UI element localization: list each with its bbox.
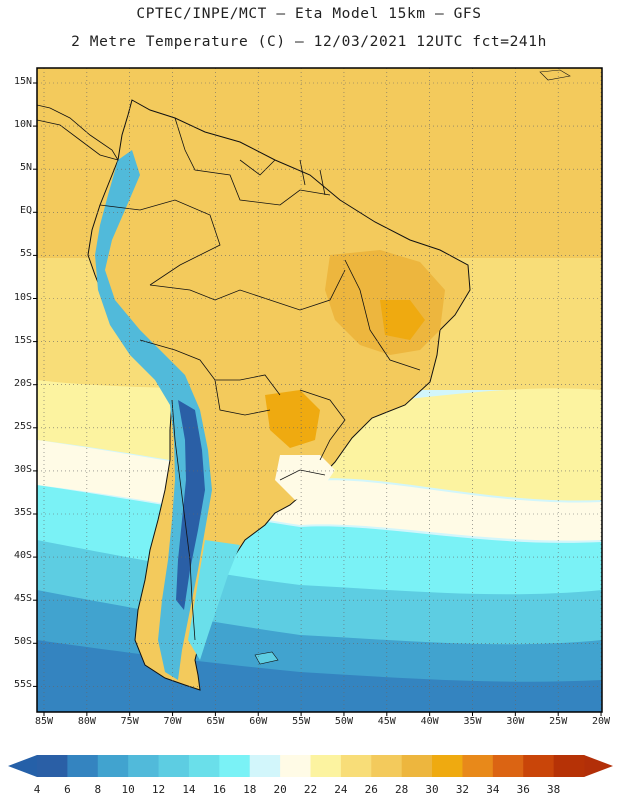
longitude-label: 60W: [249, 716, 268, 727]
longitude-label: 45W: [377, 716, 396, 727]
colorbar-label: 10: [121, 783, 135, 796]
colorbar-swatch: [371, 755, 403, 777]
colorbar-label: 18: [243, 783, 257, 796]
country-borders: [99, 117, 421, 641]
latitude-label: 20S: [13, 377, 32, 389]
colorbar-swatch: [158, 755, 190, 777]
latitude-label: 30S: [13, 463, 32, 475]
latitude-label: 40S: [13, 550, 32, 562]
map-fields: [37, 68, 602, 712]
chart-title-line1: CPTEC/INPE/MCT — Eta Model 15km — GFS: [136, 6, 482, 22]
colorbar-label: 16: [212, 783, 226, 796]
longitude-label: 20W: [592, 716, 611, 727]
latitude-label: 10N: [13, 119, 32, 131]
axis-ticks: [33, 82, 602, 716]
colorbar-label: 6: [64, 783, 71, 796]
colorbar-swatch: [249, 755, 281, 777]
colorbar-label: 34: [486, 783, 500, 796]
colorbar-label: 4: [33, 783, 41, 796]
colorbar-label: 8: [94, 783, 102, 796]
longitude-label: 80W: [77, 716, 96, 727]
latitude-label: 45S: [13, 593, 32, 605]
latitude-label: 25S: [13, 420, 32, 432]
colorbar-label: 12: [151, 783, 166, 796]
latitude-label: 15S: [13, 334, 32, 346]
colorbar-swatch: [280, 755, 311, 777]
latitude-label: 50S: [13, 636, 32, 648]
colorbar-swatch: [310, 755, 342, 777]
longitude-label: 35W: [463, 716, 482, 727]
colorbar-swatch: [523, 755, 555, 777]
colorbar-swatch: [401, 755, 433, 777]
colorbar-swatch: [462, 755, 494, 777]
central-america-land: [37, 104, 119, 161]
colorbar-swatch: [97, 755, 129, 777]
latitude-label: 55S: [13, 679, 32, 691]
colorbar-swatch: [67, 755, 99, 777]
latitude-label: 5N: [19, 162, 32, 174]
colorbar-swatch: [128, 755, 160, 777]
colorbar-swatch: [340, 755, 372, 777]
colorbar-swatch: [219, 755, 251, 777]
colorbar-label: 24: [334, 783, 348, 796]
latitude-label: 10S: [13, 291, 32, 303]
latitude-label: EQ: [19, 205, 32, 217]
longitude-label: 65W: [206, 716, 225, 727]
colorbar-label: 38: [546, 783, 561, 796]
longitude-label: 25W: [549, 716, 568, 727]
graticule: [37, 68, 602, 712]
colorbar-label: 22: [303, 783, 318, 796]
caribbean-islands: [539, 69, 571, 81]
colorbar-left-arrow: [8, 755, 37, 777]
longitude-label: 85W: [34, 716, 54, 727]
colorbar-swatch: [432, 755, 463, 777]
colorbar-label: 14: [182, 783, 196, 796]
colorbar-label: 30: [425, 783, 439, 796]
map-frame: [36, 67, 603, 713]
colorbar-label: 20: [273, 783, 287, 796]
andes-coldest-core: [176, 400, 205, 610]
chart-title-line2: 2 Metre Temperature (C) — 12/03/2021 12U…: [71, 34, 547, 50]
colorbar-label: 28: [395, 783, 409, 796]
band-6c: [37, 640, 602, 712]
colorbar-label: 32: [455, 783, 470, 796]
hot-zone-paraguay: [265, 390, 320, 448]
colorbar-swatch: [492, 755, 524, 777]
colorbar-swatch: [188, 755, 220, 777]
longitude-label: 40W: [420, 716, 439, 727]
cool-zone-pampas: [275, 455, 335, 500]
colorbar-right-arrow: [584, 755, 613, 777]
colorbar-swatch: [37, 755, 68, 777]
colorbar-label: 36: [516, 783, 530, 796]
latitude-label: 5S: [19, 248, 32, 260]
longitude-label: 70W: [163, 716, 182, 727]
longitude-label: 55W: [292, 716, 311, 727]
latitude-label: 35S: [13, 507, 32, 518]
hot-zone-central-brazil: [380, 300, 425, 340]
longitude-label: 50W: [334, 716, 353, 727]
colorbar-swatch: [553, 755, 585, 777]
longitude-label: 75W: [120, 716, 139, 727]
latitude-label: 15N: [13, 76, 32, 87]
colorbar: [8, 755, 613, 777]
longitude-label: 30W: [506, 716, 525, 727]
colorbar-label: 26: [364, 783, 378, 796]
